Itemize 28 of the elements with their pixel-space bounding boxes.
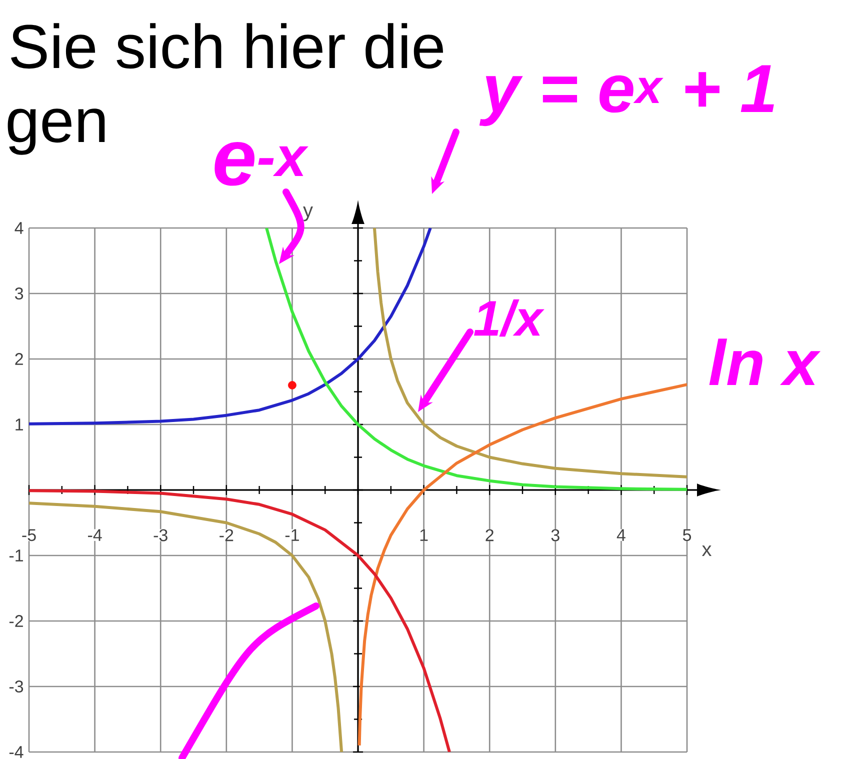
- x-tick-label: 2: [486, 529, 494, 542]
- y-tick-label: 4: [14, 222, 24, 234]
- text: e$^{-x}$: [214, 142, 308, 186]
- y-tick-label: -3: [9, 680, 24, 693]
- line-series: [265, 228, 688, 491]
- y-axis-title: y: [303, 206, 313, 222]
- y-tick-label: 1: [16, 418, 23, 430]
- x-tick-label: -3: [154, 529, 168, 542]
- x-tick-label: -1: [285, 529, 299, 541]
- x-tick-label: 3: [551, 529, 560, 542]
- y-tick-label: -2: [9, 615, 23, 627]
- annotation: 1/x: [474, 299, 544, 337]
- line-series: [29, 228, 432, 426]
- x-tick-label: 1: [420, 529, 428, 541]
- x-axis-title: x: [702, 545, 712, 556]
- y-tick-label: -4: [9, 746, 24, 758]
- x-tick-label: -5: [22, 529, 36, 542]
- x-tick-label: -4: [88, 529, 102, 541]
- text: Sie sich hier die: [11, 23, 443, 69]
- text: y = e$^{x}$ + 1: [479, 65, 774, 126]
- text: gen: [8, 108, 105, 155]
- x-tick-label: 4: [616, 529, 626, 541]
- y-tick-label: 2: [15, 353, 23, 365]
- y-tick-label: 3: [14, 287, 24, 300]
- x-tick-label: 5: [682, 529, 692, 542]
- text: ln x: [709, 338, 821, 385]
- y-tick-label: -1: [9, 550, 23, 562]
- x-tick-label: -2: [220, 529, 234, 542]
